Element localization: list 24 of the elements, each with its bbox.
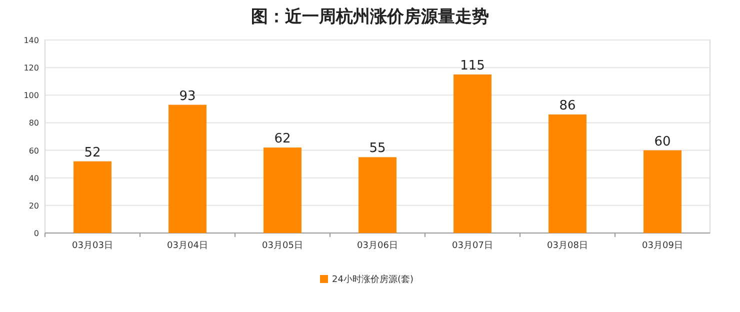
xtick: 03月09日 bbox=[642, 241, 683, 251]
ytick: 60 bbox=[28, 146, 39, 156]
ytick: 140 bbox=[24, 36, 39, 45]
xtick: 03月08日 bbox=[547, 241, 588, 251]
xtick: 03月06日 bbox=[357, 241, 398, 251]
ytick: 0 bbox=[34, 229, 39, 238]
xtick: 03月04日 bbox=[167, 241, 208, 251]
xtick: 03月07日 bbox=[452, 241, 493, 251]
data-label: 86 bbox=[559, 98, 576, 114]
title: 图：近一周杭州涨价房源量走势 bbox=[251, 7, 489, 27]
ytick: 80 bbox=[28, 118, 39, 128]
ytick: 40 bbox=[28, 174, 39, 183]
legend: 24小时涨价房源(套) bbox=[332, 275, 414, 285]
ytick: 100 bbox=[24, 91, 39, 100]
data-label: 93 bbox=[179, 88, 196, 104]
xtick: 03月05日 bbox=[262, 241, 303, 251]
ytick: 120 bbox=[24, 64, 39, 73]
xtick: 03月03日 bbox=[72, 241, 113, 251]
data-label: 62 bbox=[274, 132, 291, 147]
data-label: 115 bbox=[460, 58, 485, 74]
ytick: 20 bbox=[28, 201, 39, 210]
data-label: 52 bbox=[84, 145, 101, 160]
data-label: 60 bbox=[654, 134, 671, 150]
data-label: 55 bbox=[369, 141, 386, 156]
